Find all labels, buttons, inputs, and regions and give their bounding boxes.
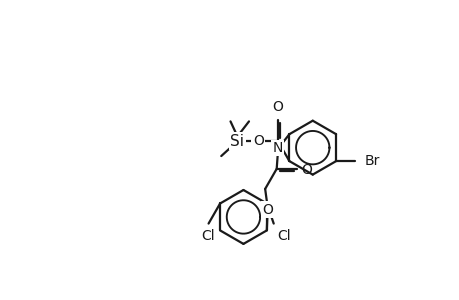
Text: Br: Br [364, 154, 379, 168]
Text: Cl: Cl [277, 229, 291, 243]
Text: O: O [262, 203, 272, 217]
Text: N: N [272, 141, 282, 155]
Text: Cl: Cl [202, 229, 215, 243]
Text: Si: Si [230, 134, 244, 148]
Text: O: O [252, 134, 263, 148]
Text: O: O [272, 100, 283, 114]
Text: O: O [301, 164, 312, 177]
